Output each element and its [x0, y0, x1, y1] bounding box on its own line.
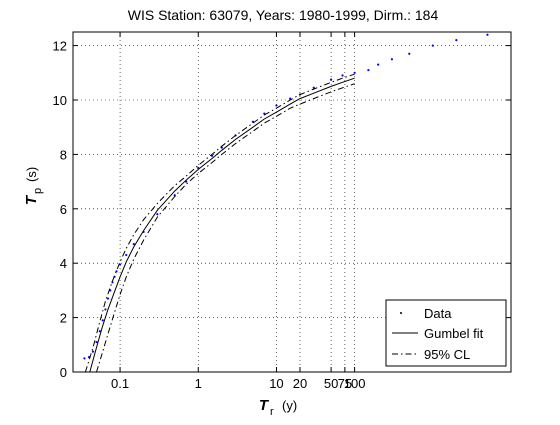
x-tick-label: 20	[293, 376, 307, 391]
data-point	[486, 33, 489, 36]
y-tick-label: 0	[60, 365, 67, 380]
y-tick-label: 2	[60, 311, 67, 326]
data-point	[95, 340, 98, 344]
data-point	[390, 58, 394, 61]
data-point	[408, 52, 411, 55]
chart-legend: Data Gumbel fit 95% CL	[385, 299, 507, 367]
data-point	[275, 104, 278, 107]
x-tick-label: 50	[324, 376, 338, 391]
y-tick-label: 4	[60, 256, 67, 271]
x-axis-label: T r (y)	[259, 397, 297, 418]
data-point	[101, 319, 104, 322]
data-point	[312, 86, 315, 89]
legend-label: 95% CL	[424, 347, 470, 362]
legend-item-95-cl: 95% CL	[392, 347, 470, 362]
chart-title: WIS Station: 63079, Years: 1980-1999, Di…	[128, 7, 439, 23]
series-line-95-cl-upper	[84, 73, 355, 373]
y-tick-labels: 0 2 4 6 8 10 12	[53, 39, 67, 380]
data-point	[156, 213, 159, 216]
x-tick-label: 0.1	[111, 376, 129, 391]
data-point	[132, 243, 135, 246]
legend-label: Data	[424, 306, 452, 321]
data-point	[353, 71, 356, 74]
series-line-gumbel-fit	[89, 77, 355, 373]
x-axis-label-main: T	[259, 397, 270, 414]
data-point	[111, 281, 114, 284]
legend-label: Gumbel fit	[424, 326, 484, 341]
data-point	[83, 357, 86, 360]
plot-area-frame	[72, 31, 512, 373]
x-axis-label-unit: (y)	[282, 398, 297, 413]
data-point	[173, 194, 176, 197]
y-tick-label: 12	[53, 39, 67, 54]
x-tick-label: 10	[269, 376, 283, 391]
data-point	[431, 44, 434, 47]
x-tick-label: 75	[338, 376, 352, 391]
legend-marker-dots	[400, 312, 402, 314]
y-axis-label-main: T	[23, 194, 40, 205]
series-line-95-cl	[96, 83, 355, 373]
data-point	[455, 39, 458, 42]
y-axis-label: T p (s)	[23, 167, 44, 205]
y-axis-label-unit: (s)	[24, 167, 39, 182]
axis-ticks	[73, 32, 511, 373]
data-point	[104, 308, 107, 311]
data-point	[341, 74, 344, 77]
x-axis-label-sub: r	[270, 406, 274, 418]
legend-item-data: Data	[400, 306, 452, 321]
data-point	[329, 78, 333, 81]
data-point	[377, 63, 380, 66]
series-layer	[83, 33, 489, 373]
y-tick-label: 6	[60, 202, 67, 217]
y-tick-label: 8	[60, 147, 67, 162]
data-point	[106, 297, 110, 300]
legend-item-gumbel-fit: Gumbel fit	[392, 326, 484, 341]
data-point	[91, 350, 95, 353]
x-tick-label: 1	[195, 376, 202, 391]
y-tick-label: 10	[53, 93, 67, 108]
data-point	[367, 68, 370, 72]
data-point	[125, 253, 128, 257]
data-point	[98, 330, 101, 333]
x-tick-label: 100	[344, 376, 366, 391]
y-axis-label-sub: p	[32, 188, 44, 194]
